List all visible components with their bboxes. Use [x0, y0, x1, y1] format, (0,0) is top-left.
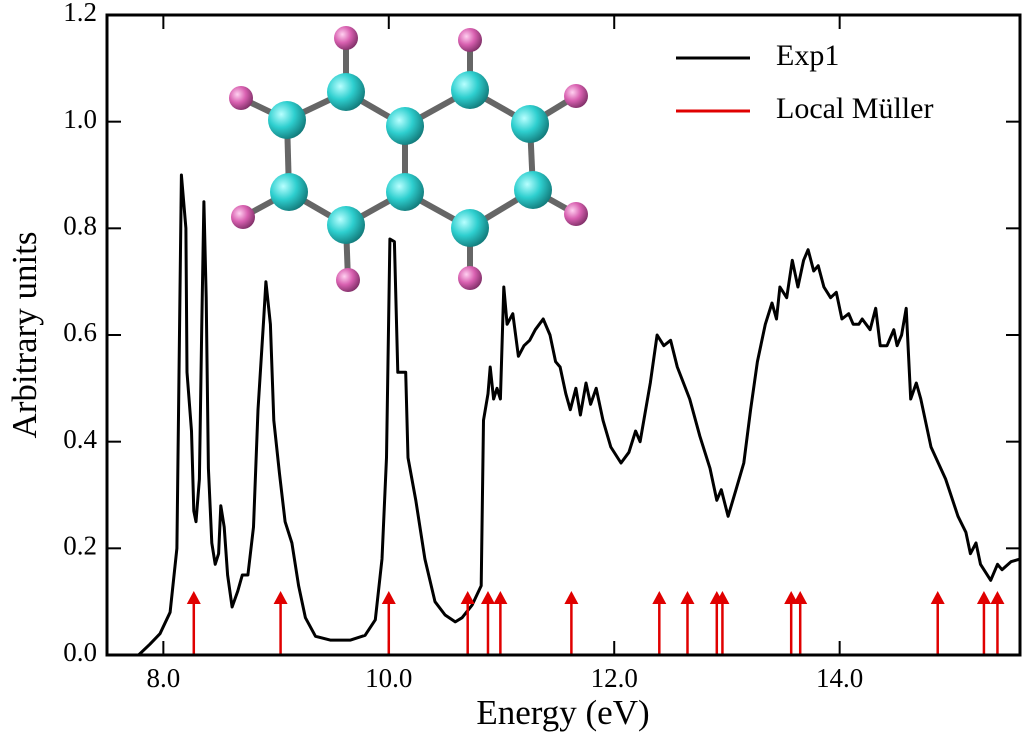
arrow-head: [652, 591, 667, 604]
arrow-head: [715, 591, 730, 604]
arrow: [990, 591, 1005, 655]
arrow: [186, 591, 201, 655]
arrow-head: [381, 591, 396, 604]
y-tick-label: 0.4: [63, 424, 97, 454]
x-tick-label: 14.0: [816, 663, 863, 693]
data-line: [137, 173, 1020, 655]
arrow: [976, 591, 991, 655]
arrow: [460, 591, 475, 655]
y-tick-label: 1.2: [63, 0, 97, 27]
x-tick-label: 8.0: [146, 663, 180, 693]
arrow-head: [680, 591, 695, 604]
arrow: [273, 591, 288, 655]
plot-frame: [105, 13, 1022, 657]
arrow: [793, 591, 808, 655]
x-axis-label: Energy (eV): [476, 693, 649, 732]
arrow-head: [493, 591, 508, 604]
arrow-head: [460, 591, 475, 604]
arrow: [564, 591, 579, 655]
arrow-head: [793, 591, 808, 604]
arrow: [480, 591, 495, 655]
arrow-head: [186, 591, 201, 604]
carbon-atoms: [268, 71, 552, 247]
arrow-head: [480, 591, 495, 604]
arrow: [930, 591, 945, 655]
arrow-head: [784, 591, 799, 604]
arrow: [715, 591, 730, 655]
arrow-head: [564, 591, 579, 604]
arrow: [652, 591, 667, 655]
molecule: [239, 38, 578, 281]
arrow-head: [976, 591, 991, 604]
y-axis-label: Arbitrary units: [5, 231, 44, 438]
arrow-head: [273, 591, 288, 604]
y-tick-label: 0.2: [63, 531, 97, 561]
arrow-head: [990, 591, 1005, 604]
y-tick-label: 0.6: [63, 317, 97, 347]
arrow-head: [930, 591, 945, 604]
x-tick-label: 10.0: [365, 663, 412, 693]
y-tick-label: 0.0: [63, 637, 97, 667]
legend-label: Local Müller: [776, 92, 933, 125]
arrow: [680, 591, 695, 655]
y-tick-label: 0.8: [63, 211, 97, 241]
x-tick-label: 12.0: [591, 663, 638, 693]
arrow: [784, 591, 799, 655]
hydrogen-atoms: [229, 26, 588, 292]
arrow: [493, 591, 508, 655]
arrow: [381, 591, 396, 655]
y-tick-label: 1.0: [63, 104, 97, 134]
legend-label: Exp1: [776, 39, 839, 72]
